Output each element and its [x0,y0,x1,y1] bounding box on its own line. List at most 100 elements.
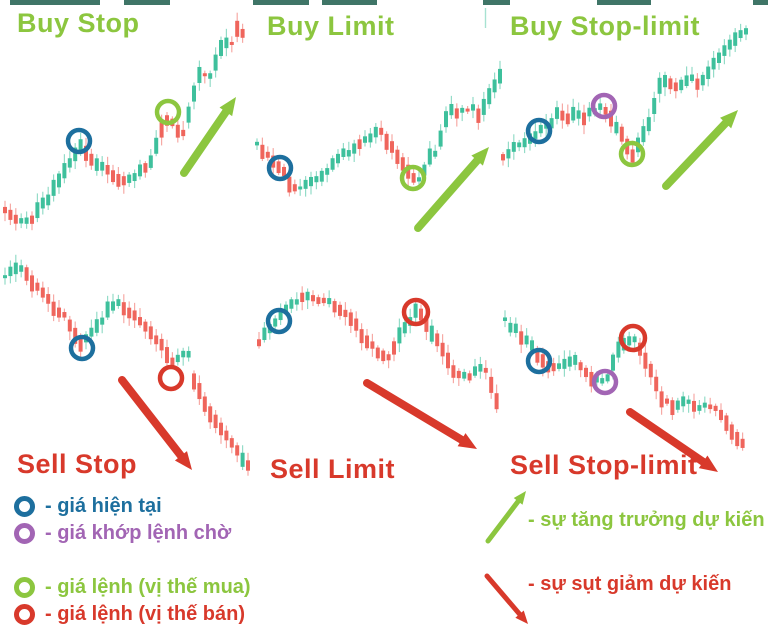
candle-body [121,176,126,186]
sell-order-price-marker [157,364,185,392]
candle-body [643,352,648,369]
candle-body [476,108,481,123]
candle-body [571,106,576,121]
candle-body [478,364,483,372]
candle-body [692,400,696,412]
candle-body [289,299,294,309]
candle-body [224,37,229,49]
candle-body [449,103,454,116]
candle-body [165,115,169,126]
candle-body [744,28,748,35]
expected-fall-arrow [363,379,468,445]
candle-body [598,103,603,110]
candle-body [724,415,729,431]
candle-body [627,336,632,346]
candle-body [19,218,24,224]
candle-body [314,176,319,183]
candle-body [697,405,702,411]
sell-order-price-marker [618,323,648,353]
panel-title-buy-limit: Buy Limit [267,11,395,41]
candle-body [67,319,72,332]
current-price-marker [65,127,93,155]
candle-body [240,452,245,467]
candle-body [444,111,448,128]
candle-body [359,329,364,344]
candle-body [700,74,705,86]
panel-title-sell-stop-limit: Sell Stop-limit [510,450,698,480]
sell-order-price-marker [401,297,431,327]
expected-fall-arrow [484,573,524,619]
candle-body [433,150,438,157]
candle-body [19,265,24,272]
candle-body [132,310,137,321]
candle-body [154,335,159,345]
candle-body [652,97,657,114]
candle-body [159,121,164,138]
candle-body [192,85,196,102]
candle-body [138,317,142,326]
candle-body [373,126,378,138]
candle-body [192,373,196,390]
candle-body [57,173,61,188]
candle-body [422,164,427,176]
candle-body [397,327,402,344]
candle-body [462,371,467,379]
expected-rise-arrow-head [471,147,489,166]
candle-body [614,121,619,134]
candle-body [576,110,581,119]
candle-body [94,319,99,333]
candle-body [690,74,694,81]
candle-body [582,112,586,126]
candle-body [175,354,180,363]
candle-body [392,341,396,355]
candle-body [722,45,727,56]
candle-body [219,39,223,56]
candle-body [365,335,369,349]
candle-body [132,173,137,182]
candle-body [395,149,400,164]
candle-body [159,338,164,351]
candle-body [435,333,440,347]
candle-body [451,365,456,378]
expected-rise-arrow-head [219,97,236,117]
candle-body [127,174,132,183]
candle-body [213,414,218,429]
candle-body [519,331,524,345]
candle-body [375,347,380,359]
current-price-marker [265,307,293,335]
legend-label: - giá lệnh (vị thế mua) [45,576,251,598]
candle-body [471,104,475,111]
candle-body [278,311,283,321]
candle-body [46,194,51,206]
buy-order-price-marker [618,140,646,168]
blue-circle-icon [14,496,35,517]
candle-body [116,173,121,187]
buy-order-price-marker [154,98,182,126]
candle-body [632,336,637,343]
candle-body [213,54,218,71]
candle-body [224,430,229,441]
candle-body [729,424,734,440]
candle-body [94,158,99,171]
candle-body [40,197,45,209]
legend-item-sell-order-price: - giá lệnh (vị thế bán) [14,601,251,628]
candle-body [533,131,538,139]
candle-body [111,170,115,183]
candle-body [197,383,202,400]
candle-body [186,350,191,358]
candle-body [89,327,94,337]
candle-body [513,323,518,333]
candle-body [438,130,443,147]
candle-body [530,340,534,351]
expected-rise-arrow [180,106,231,177]
candle-body [311,295,315,302]
panel-title-sell-stop: Sell Stop [17,449,138,479]
candle-body [738,30,743,39]
candle-body [679,79,684,91]
candle-body [148,155,153,168]
candle-body [170,357,175,367]
candle-body [330,158,335,170]
candle-body [35,282,40,291]
candle-body [100,161,105,171]
